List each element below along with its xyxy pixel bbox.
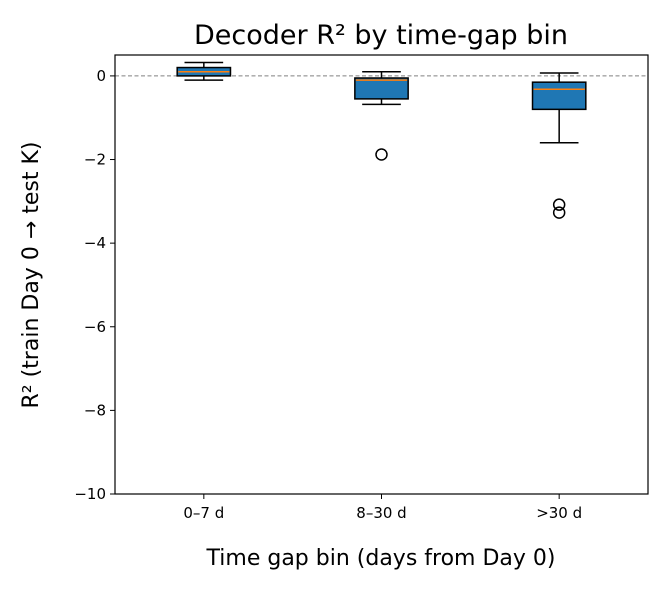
axes-frame (114, 54, 649, 495)
y-tick-label: −6 (84, 318, 106, 336)
x-tick-label: 0–7 d (183, 504, 224, 522)
chart-title: Decoder R² by time-gap bin (194, 20, 568, 51)
outlier-point (552, 206, 566, 219)
plot-area: 0–7 d 8–30 d >30 d 0 −2 −4 −6 −8 −10 (74, 54, 649, 522)
y-tick-label: −10 (74, 485, 106, 503)
outlier-point (375, 148, 388, 161)
y-tick-label: −4 (84, 234, 106, 252)
y-tick-label: 0 (96, 67, 106, 85)
outlier-point (552, 198, 566, 211)
box (354, 77, 409, 100)
y-tick-label: −2 (84, 151, 106, 169)
x-axis-label: Time gap bin (days from Day 0) (206, 546, 556, 571)
y-axis-label: R² (train Day 0 → test K) (19, 142, 44, 409)
x-tick-label: >30 d (536, 504, 582, 522)
y-tick-label: −8 (84, 401, 106, 419)
box (531, 81, 587, 111)
x-tick-label: 8–30 d (356, 504, 406, 522)
